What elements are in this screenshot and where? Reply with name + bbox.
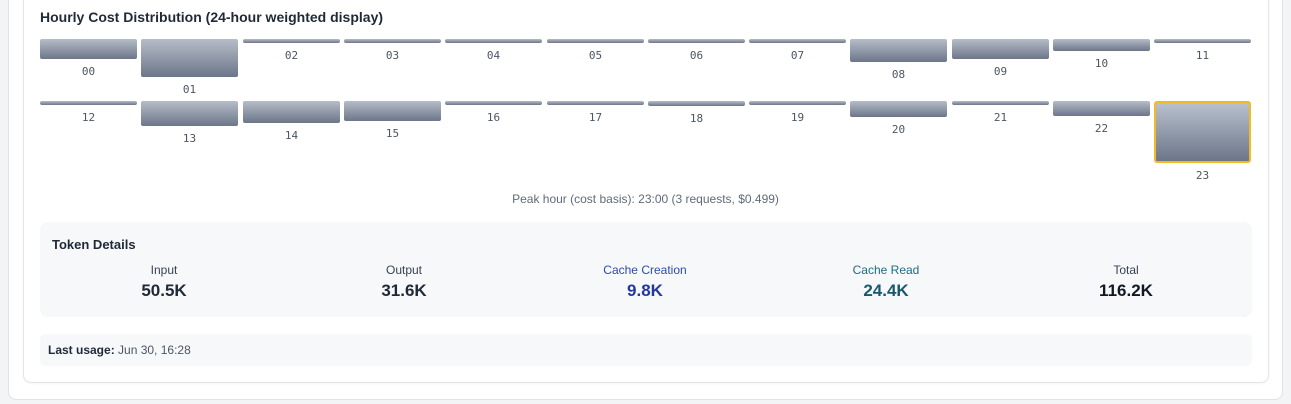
hour-bar[interactable] [243,39,340,43]
token-stat-value: 116.2K [1099,281,1153,300]
hour-label: 06 [689,49,704,62]
hour-bar[interactable] [40,101,137,105]
hour-bar[interactable] [547,101,644,105]
hour-bar[interactable] [1154,39,1251,43]
token-stat: Cache Creation 9.8K [525,263,765,301]
hour-bar[interactable] [850,39,947,62]
hour-bar[interactable] [850,101,947,117]
hour-label: 15 [385,127,400,140]
token-stat-label: Output [385,263,423,277]
hour-label: 07 [790,49,805,62]
token-stat-value: 31.6K [381,281,427,300]
hour-bar[interactable] [749,101,846,105]
hour-label: 11 [1195,49,1210,62]
hour-label: 00 [81,65,96,78]
hour-label: 23 [1195,169,1210,182]
token-details-panel: Token Details Input 50.5K Output 31.6K Cache… [40,222,1252,317]
hour-bar[interactable] [648,101,745,106]
hour-row-pm: 12 13 14 15 16 17 18 19 20 21 22 23 [40,101,1252,182]
hour-label: 05 [588,49,603,62]
hour-row-am: 00 01 02 03 04 05 06 07 08 09 10 11 [40,39,1252,109]
hour-bar[interactable] [1154,101,1251,163]
hour-label: 04 [486,49,501,62]
hour-label: 22 [1094,122,1109,135]
hour-label: 09 [993,65,1008,78]
hour-bar[interactable] [445,101,542,105]
hour-label: 08 [891,68,906,81]
hour-label: 13 [182,132,197,145]
token-stat-value: 50.5K [141,281,187,300]
token-stat-label: Cache Creation [603,263,687,277]
hour-label: 12 [81,111,96,124]
hour-bar[interactable] [952,39,1049,59]
hour-label: 01 [182,83,197,96]
section-title: Hourly Cost Distribution (24-hour weight… [40,9,384,25]
peak-hour-note: Peak hour (cost basis): 23:00 (3 request… [512,192,779,206]
token-stat-value: 24.4K [863,281,909,300]
hour-label: 03 [385,49,400,62]
token-stat: Cache Read 24.4K [766,263,1006,301]
last-usage-label: Last usage: [48,343,115,357]
token-stat-label: Input [150,263,178,277]
token-stat: Output 31.6K [284,263,524,301]
hour-label: 20 [891,123,906,136]
hour-bar[interactable] [749,39,846,43]
hour-label: 17 [588,111,603,124]
token-stat: Total 116.2K [1006,263,1246,301]
hour-label: 02 [284,49,299,62]
token-stat-value: 9.8K [627,281,663,300]
hour-label: 18 [689,112,704,125]
hour-label: 19 [790,111,805,124]
hour-bar[interactable] [648,39,745,43]
hour-bar[interactable] [547,39,644,43]
hour-label: 21 [993,111,1008,124]
hour-bar[interactable] [445,39,542,43]
token-stat-label: Total [1113,263,1139,277]
hour-bar[interactable] [952,101,1049,105]
hour-label: 16 [486,111,501,124]
hour-bar[interactable] [344,39,441,43]
last-usage: Last usage: Jun 30, 16:28 [40,334,1252,366]
hour-bar[interactable] [141,39,238,77]
last-usage-value: Jun 30, 16:28 [118,343,191,357]
hour-bar[interactable] [344,101,441,121]
hour-bar[interactable] [40,39,137,59]
token-stat-label: Cache Read [852,263,920,277]
hour-bar[interactable] [1053,101,1150,116]
hour-label: 14 [284,129,299,142]
hour-bar[interactable] [141,101,238,126]
token-details-title: Token Details [52,237,136,252]
hour-label: 10 [1094,57,1109,70]
hour-bar[interactable] [1053,39,1150,51]
hour-bar[interactable] [243,101,340,123]
token-stat: Input 50.5K [44,263,284,301]
